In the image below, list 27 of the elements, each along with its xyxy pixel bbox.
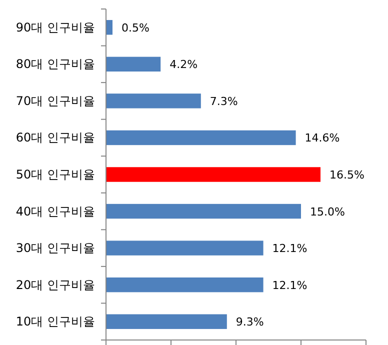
y-tick-label: 20대 인구비율	[16, 278, 95, 292]
data-label: 7.3%	[210, 94, 238, 108]
y-tick-label: 80대 인구비율	[16, 57, 95, 72]
y-tick-label: 10대 인구비율	[16, 314, 95, 329]
data-label: 15.0%	[310, 205, 345, 218]
y-tick-label: 40대 인구비율	[16, 204, 95, 218]
y-tick-label: 90대 인구비율	[16, 20, 95, 34]
y-tick-label: 70대 인구비율	[16, 94, 95, 108]
bar	[106, 56, 161, 72]
data-label: 12.1%	[272, 278, 308, 292]
bar	[106, 314, 227, 329]
bar	[106, 130, 296, 146]
bar	[106, 204, 301, 219]
bar	[106, 20, 112, 35]
y-tick-label: 60대 인구비율	[16, 130, 95, 145]
y-tick-label: 50대 인구비율	[16, 168, 95, 182]
bar	[106, 277, 264, 292]
data-label: 4.2%	[170, 58, 198, 72]
bar	[106, 240, 264, 256]
bar	[106, 167, 320, 182]
y-tick-label: 30대 인구비율	[16, 241, 95, 256]
data-label: 9.3%	[236, 316, 264, 329]
bar	[106, 94, 201, 108]
data-label: 14.6%	[304, 132, 340, 145]
data-label: 12.1%	[272, 242, 308, 256]
data-label: 16.5%	[330, 168, 364, 182]
data-label: 0.5%	[122, 21, 150, 34]
